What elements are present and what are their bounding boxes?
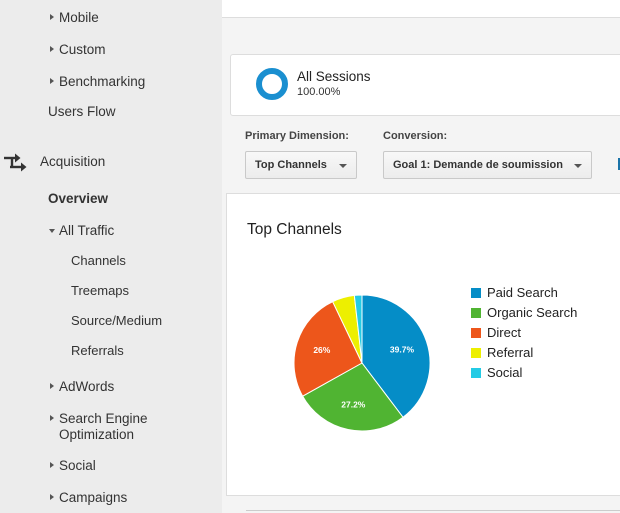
expand-arrow-icon: [50, 415, 54, 421]
sidebar: Mobile Custom Benchmarking Users Flow Ac…: [0, 0, 216, 513]
chevron-down-icon: [339, 164, 347, 168]
pie-slice-organic-search[interactable]: [301, 362, 404, 432]
pie-slice-social[interactable]: [353, 294, 363, 364]
legend-swatch: [471, 328, 481, 338]
chevron-down-icon: [574, 164, 582, 168]
sidebar-item-channels[interactable]: Channels: [71, 253, 126, 268]
pie-slice-label: 27.2%: [341, 399, 366, 409]
expand-arrow-icon: [50, 14, 54, 20]
legend-label: Paid Search: [487, 285, 558, 300]
pie-slice-paid-search[interactable]: [361, 294, 431, 418]
sidebar-item-label: Acquisition: [40, 154, 106, 169]
legend-swatch: [471, 348, 481, 358]
sidebar-item-label: Optimization: [59, 427, 135, 442]
sidebar-item-label: Source/Medium: [71, 313, 163, 328]
conversion-label: Conversion:: [383, 130, 448, 142]
sidebar-item-label: Treemaps: [71, 283, 130, 298]
pie-slice-direct[interactable]: [293, 300, 363, 397]
sidebar-item-label: Social: [59, 458, 96, 473]
expand-arrow-icon: [50, 383, 54, 389]
sidebar-item-label: Mobile: [59, 10, 99, 25]
sidebar-item-label: Search Engine: [59, 411, 148, 426]
conversion-value: Goal 1: Demande de soumission: [393, 159, 563, 171]
legend-label: Organic Search: [487, 305, 578, 320]
top-bar: [222, 0, 620, 18]
sidebar-item-adwords[interactable]: AdWords: [50, 379, 115, 394]
sidebar-item-label: Benchmarking: [59, 74, 146, 89]
legend-label: Referral: [487, 345, 534, 360]
pie-slice-label: 39.7%: [390, 345, 415, 355]
expand-arrow-icon: [50, 494, 54, 500]
legend-label: Direct: [487, 325, 521, 340]
sidebar-item-source-medium[interactable]: Source/Medium: [71, 313, 162, 328]
edge-marker: [618, 158, 620, 170]
segment-percent: 100.00%: [297, 86, 341, 98]
conversion-dropdown[interactable]: Goal 1: Demande de soumission: [383, 151, 592, 179]
legend-swatch: [471, 288, 481, 298]
sidebar-item-label: Overview: [48, 191, 109, 206]
sidebar-item-referrals[interactable]: Referrals: [71, 343, 124, 358]
primary-dimension-value: Top Channels: [255, 159, 327, 171]
acquisition-icon: [4, 153, 27, 172]
sidebar-item-benchmarking[interactable]: Benchmarking: [50, 74, 146, 89]
sidebar-item-label: Referrals: [71, 343, 124, 358]
top-channels-card: Top Channels 39.7% 27.2% 26% Paid Search Or…: [226, 193, 620, 496]
sidebar-item-label: Campaigns: [59, 490, 128, 505]
pie-slice-label: 26%: [313, 345, 330, 355]
sidebar-item-label: Channels: [71, 253, 126, 268]
sidebar-item-mobile[interactable]: Mobile: [50, 10, 99, 25]
sidebar-item-label: Custom: [59, 42, 106, 57]
sidebar-item-overview[interactable]: Overview: [48, 191, 108, 206]
sidebar-item-users-flow[interactable]: Users Flow: [48, 104, 116, 119]
pie-chart: 39.7% 27.2% 26%: [293, 294, 431, 432]
legend-label: Social: [487, 365, 523, 380]
expand-arrow-icon: [50, 462, 54, 468]
expand-arrow-icon: [50, 78, 54, 84]
sidebar-item-acquisition[interactable]: Acquisition: [40, 154, 105, 169]
segment-ring: [256, 68, 288, 100]
sidebar-item-label: Users Flow: [48, 104, 116, 119]
sidebar-item-social[interactable]: Social: [50, 458, 96, 473]
sidebar-item-label: All Traffic: [59, 223, 115, 238]
segment-ring-icon: [256, 68, 288, 100]
main-content: All Sessions 100.00% Primary Dimension: …: [222, 0, 620, 513]
segment-name: All Sessions: [297, 69, 371, 84]
primary-dimension-label: Primary Dimension:: [245, 130, 349, 142]
sidebar-item-treemaps[interactable]: Treemaps: [71, 283, 129, 298]
segment-card[interactable]: All Sessions 100.00%: [230, 54, 620, 116]
sidebar-item-campaigns[interactable]: Campaigns: [50, 490, 128, 505]
chart-title: Top Channels: [247, 221, 342, 238]
divider: [246, 510, 620, 511]
sidebar-item-custom[interactable]: Custom: [50, 42, 106, 57]
sidebar-item-label: AdWords: [59, 379, 115, 394]
expand-arrow-icon: [50, 46, 54, 52]
collapse-arrow-icon: [49, 229, 55, 233]
legend-swatch: [471, 308, 481, 318]
sidebar-item-all-traffic[interactable]: All Traffic: [49, 223, 115, 238]
legend-swatch: [471, 368, 481, 378]
sidebar-item-seo[interactable]: Search Engine Optimization: [50, 411, 148, 443]
primary-dimension-dropdown[interactable]: Top Channels: [245, 151, 357, 179]
